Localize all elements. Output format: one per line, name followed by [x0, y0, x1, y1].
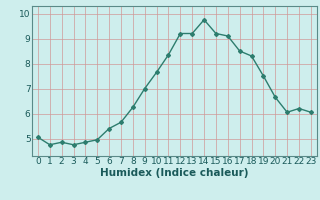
- X-axis label: Humidex (Indice chaleur): Humidex (Indice chaleur): [100, 168, 249, 178]
